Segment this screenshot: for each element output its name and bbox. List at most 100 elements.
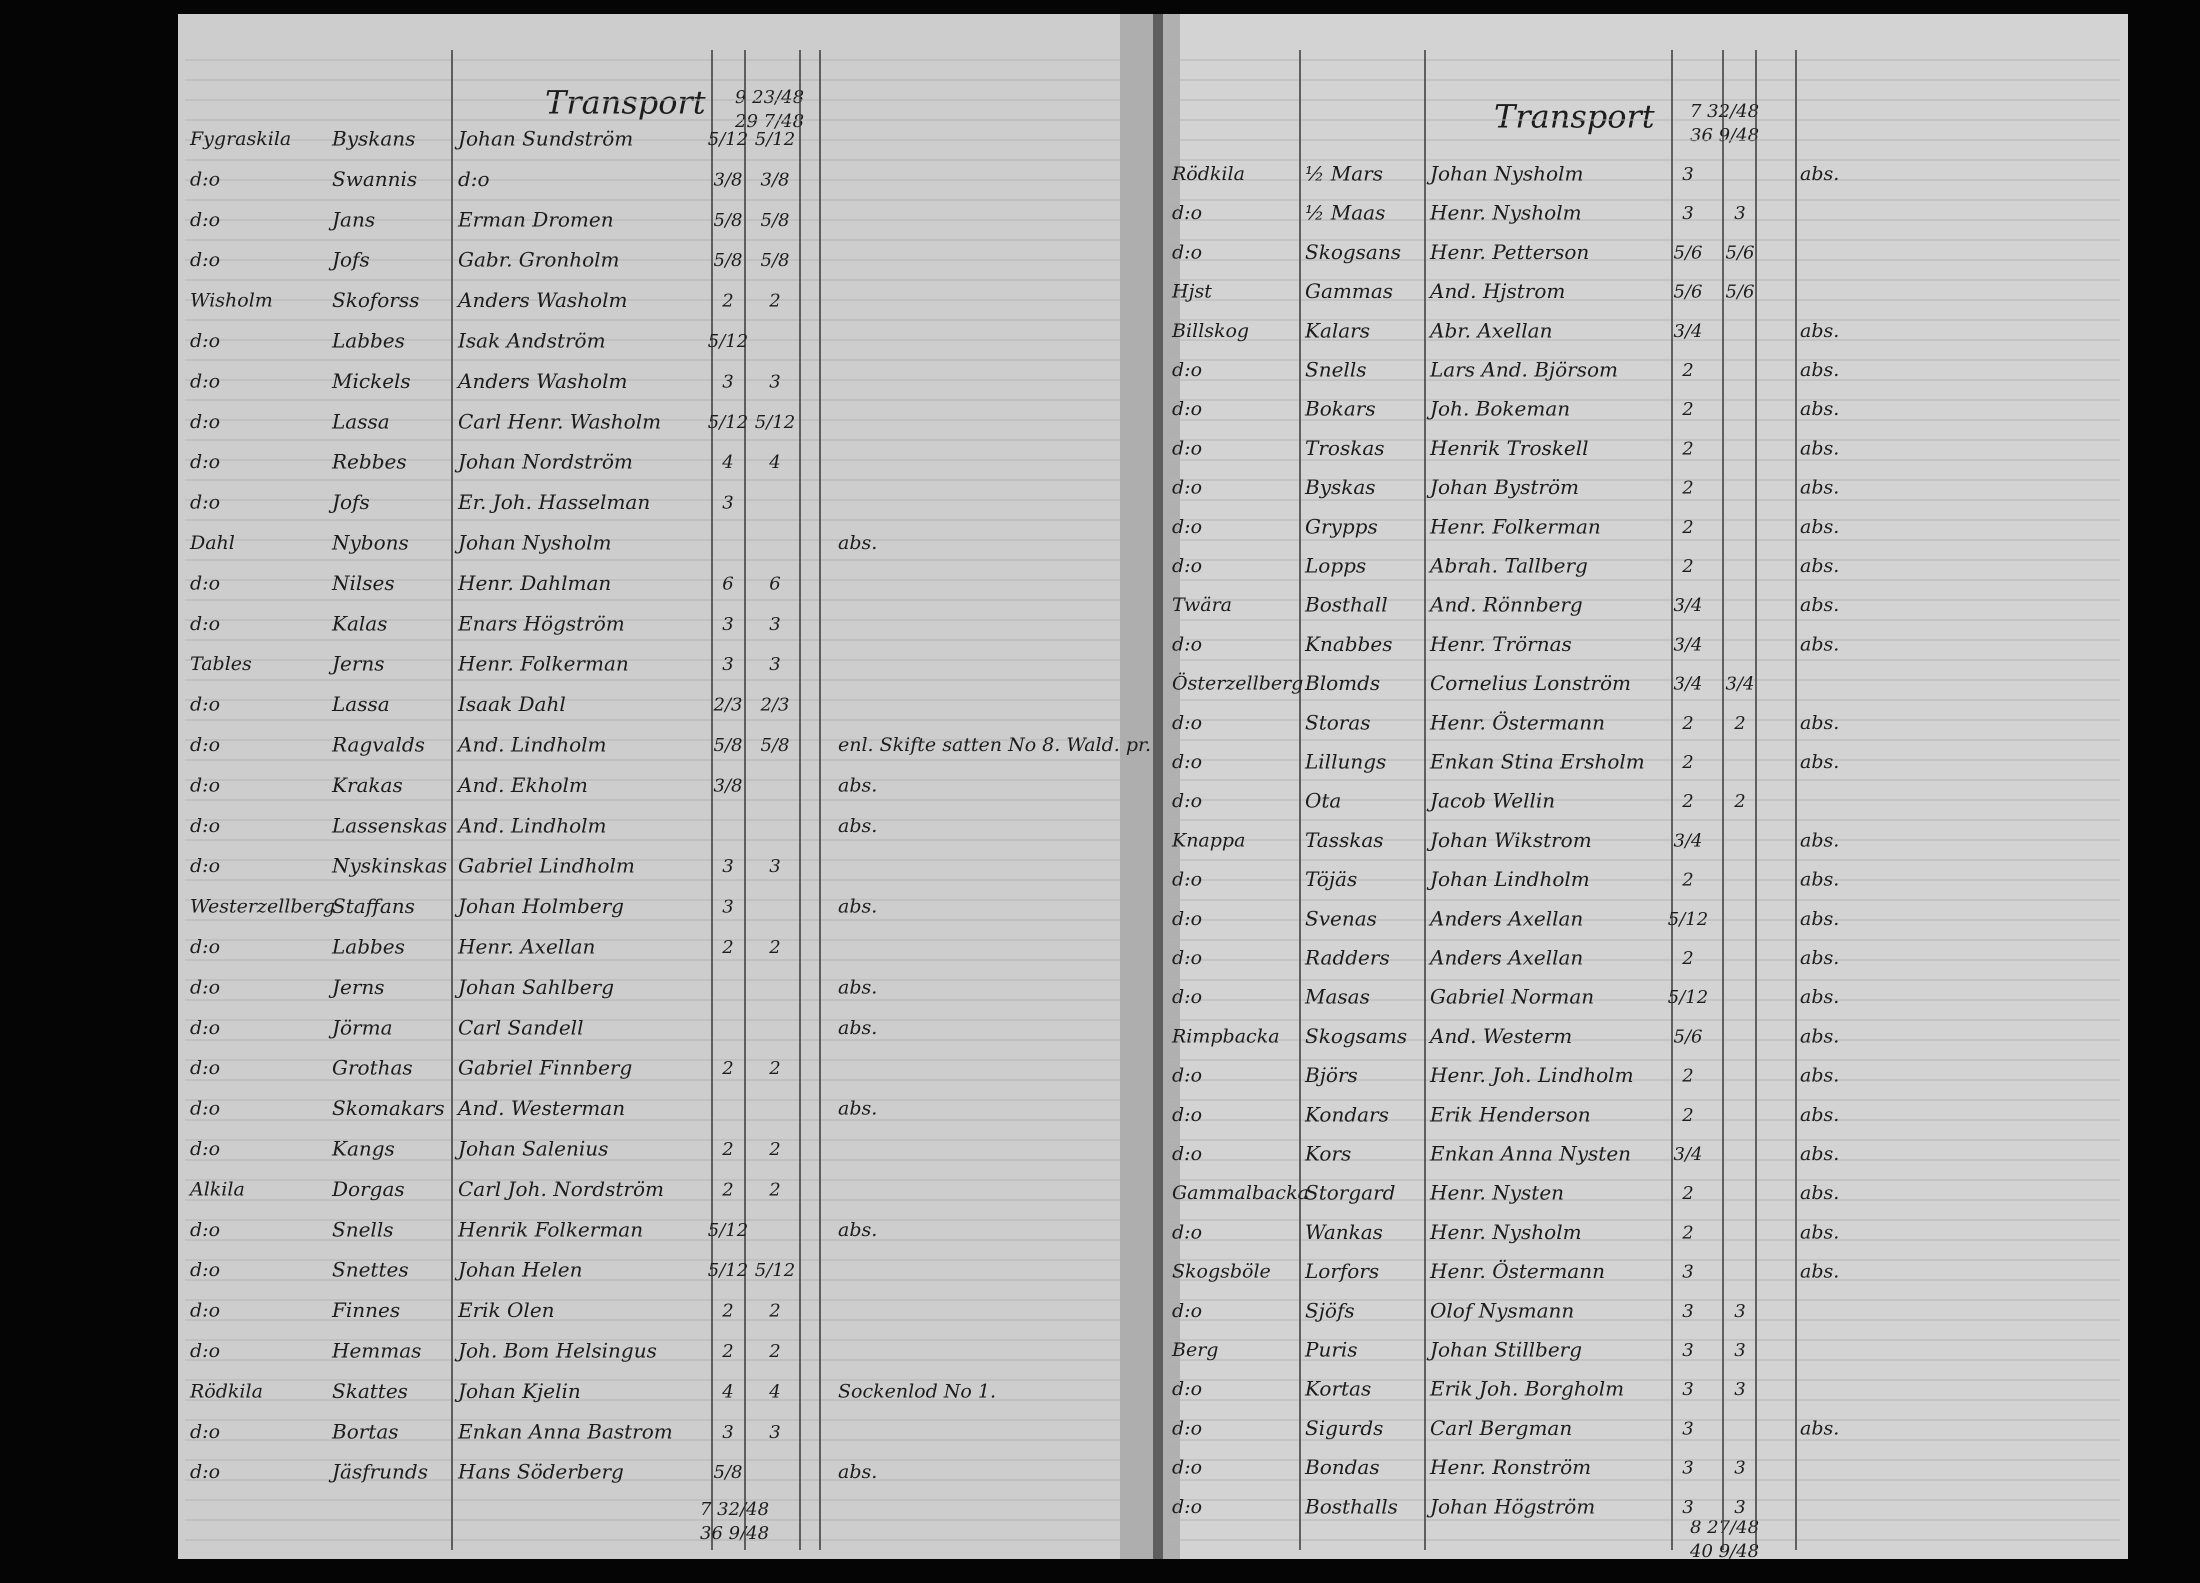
- owner: Carl Henr. Washolm: [458, 409, 661, 433]
- share-2: 4: [768, 452, 780, 473]
- share-2: 3: [1734, 1458, 1745, 1479]
- owner: Johan Högström: [1426, 1494, 1595, 1518]
- owner: Erik Olen: [457, 1298, 555, 1322]
- share: 2: [1681, 1183, 1693, 1204]
- place: d:o: [190, 613, 220, 635]
- note: abs.: [838, 1098, 877, 1120]
- share: 2: [721, 291, 733, 312]
- share: 3/4: [1674, 595, 1703, 616]
- owner: Gabriel Norman: [1430, 985, 1594, 1009]
- farm: Jörma: [328, 1015, 393, 1039]
- farm: Töjäs: [1305, 867, 1357, 891]
- share: 2: [721, 937, 733, 958]
- place: Twära: [1172, 594, 1232, 616]
- farm: Ragvalds: [331, 733, 425, 757]
- farm: Skoforss: [332, 288, 419, 312]
- share: 3: [722, 614, 733, 635]
- farm: Björs: [1304, 1063, 1358, 1087]
- farm: Jans: [328, 207, 375, 231]
- right-header-total2: 36 9/48: [1690, 125, 1759, 146]
- place: d:o: [1172, 869, 1202, 891]
- owner: Johan Byström: [1426, 475, 1579, 499]
- farm: Kalars: [1304, 318, 1370, 342]
- owner: Johan Sahlberg: [454, 975, 614, 999]
- share-2: 2: [1733, 713, 1745, 734]
- place: d:o: [190, 451, 220, 473]
- place: d:o: [190, 1219, 220, 1241]
- farm: Bondas: [1304, 1455, 1380, 1479]
- farm: Skogsans: [1305, 240, 1401, 264]
- place: d:o: [190, 209, 220, 231]
- place: d:o: [1172, 1143, 1202, 1165]
- share-2: 2: [768, 1341, 780, 1362]
- place: d:o: [190, 1057, 220, 1079]
- place: Dahl: [189, 532, 235, 554]
- share-2: 3: [1734, 1379, 1745, 1400]
- owner: Henr. Joh. Lindholm: [1429, 1063, 1634, 1087]
- share: 2: [1681, 399, 1693, 420]
- farm: Lorfors: [1304, 1259, 1379, 1283]
- place: d:o: [190, 815, 220, 837]
- right-footer-total: 8 27/48: [1690, 1517, 1759, 1538]
- left-footer-total: 7 32/48: [700, 1499, 769, 1520]
- note: abs.: [1800, 163, 1839, 185]
- share-2: 2: [768, 1058, 780, 1079]
- share-2: 4: [768, 1381, 780, 1402]
- owner: Henr. Östermann: [1429, 709, 1605, 734]
- owner: Johan Nysholm: [454, 531, 611, 555]
- right-footer-total2: 40 9/48: [1689, 1541, 1759, 1562]
- place: d:o: [1172, 633, 1202, 655]
- share: 4: [721, 452, 733, 473]
- owner: And. Hjstrom: [1428, 279, 1565, 303]
- note: enl. Skifte satten No 8. Wald. pr.: [838, 734, 1151, 756]
- share-2: 5/8: [761, 210, 790, 231]
- place: d:o: [1172, 790, 1202, 812]
- farm: Labbes: [331, 935, 405, 959]
- owner: Enkan Anna Nysten: [1429, 1142, 1631, 1166]
- owner: d:o: [458, 167, 490, 191]
- owner: Gabriel Finnberg: [458, 1056, 632, 1080]
- place: d:o: [190, 1461, 220, 1483]
- farm: Puris: [1304, 1338, 1358, 1362]
- owner: And. Westerman: [456, 1096, 625, 1120]
- share-2: 3: [1734, 1497, 1745, 1518]
- share: 3: [722, 371, 733, 392]
- place: Berg: [1171, 1339, 1218, 1361]
- note: abs.: [1800, 555, 1839, 577]
- owner: Henr. Nysholm: [1429, 1220, 1582, 1244]
- note: abs.: [1800, 1417, 1839, 1439]
- share-2: 3/4: [1726, 674, 1755, 695]
- owner: Johan Sundström: [454, 127, 633, 151]
- share: 2: [1681, 360, 1693, 381]
- note: abs.: [1800, 712, 1839, 734]
- share: 2: [721, 1301, 733, 1322]
- share-2: 2: [768, 291, 780, 312]
- share: 5/6: [1674, 282, 1703, 303]
- place: d:o: [190, 168, 220, 190]
- place: Alkila: [188, 1178, 245, 1200]
- place: d:o: [190, 1138, 220, 1160]
- farm: Finnes: [331, 1298, 400, 1322]
- place: d:o: [1172, 516, 1202, 538]
- place: Rödkila: [189, 1380, 263, 1402]
- share: 3: [722, 897, 733, 918]
- place: d:o: [190, 492, 220, 514]
- owner: Johan Salenius: [454, 1137, 608, 1161]
- farm: Radders: [1304, 946, 1390, 970]
- owner: Henrik Troskell: [1429, 436, 1589, 460]
- share-2: 3: [769, 654, 780, 675]
- share: 5/8: [714, 735, 743, 756]
- share: 2: [1681, 438, 1693, 459]
- place: Rödkila: [1171, 163, 1245, 185]
- owner: Erman Dromen: [457, 207, 614, 231]
- share: 3: [722, 856, 733, 877]
- farm: Kors: [1304, 1142, 1351, 1166]
- share: 2: [1681, 791, 1693, 812]
- place: d:o: [1172, 555, 1202, 577]
- farm: Sjöfs: [1305, 1298, 1355, 1322]
- owner: Gabr. Gronholm: [458, 248, 620, 272]
- place: Österzellberg: [1172, 672, 1303, 695]
- note: abs.: [1800, 869, 1839, 891]
- place: d:o: [1172, 1065, 1202, 1087]
- spine-shadow: [1120, 14, 1180, 1559]
